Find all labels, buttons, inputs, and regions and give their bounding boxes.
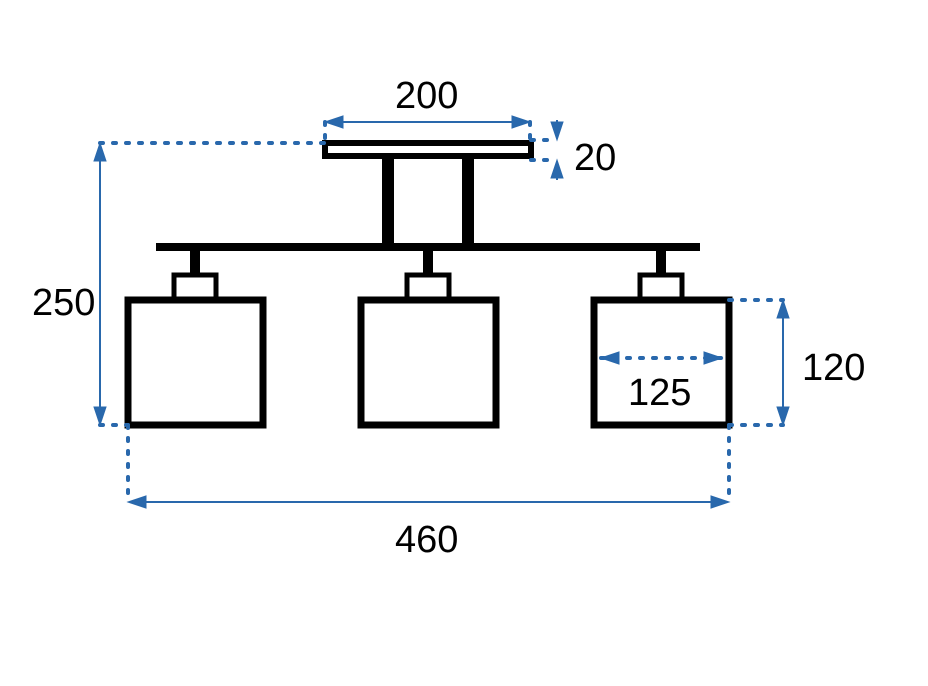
- drop-stem: [656, 251, 666, 275]
- dim-arrowhead: [704, 352, 722, 364]
- dim-label-20: 20: [574, 137, 616, 179]
- shade-cap: [640, 275, 682, 299]
- drop-stem: [423, 251, 433, 275]
- dim-arrowhead: [601, 352, 619, 364]
- dim-arrowhead: [512, 116, 530, 128]
- dim-label-250: 250: [32, 282, 95, 324]
- shade-cap: [174, 275, 216, 299]
- shade-cap: [407, 275, 449, 299]
- dim-arrowhead: [777, 407, 789, 425]
- dim-arrowhead: [128, 496, 146, 508]
- ceiling-plate: [325, 143, 531, 156]
- dim-arrowhead: [777, 300, 789, 318]
- dim-label-460: 460: [395, 519, 458, 561]
- dim-label-120: 120: [802, 347, 865, 389]
- stem: [462, 155, 474, 245]
- shade: [361, 300, 496, 425]
- dim-label-200: 200: [395, 75, 458, 117]
- dimension-diagram: 200 20 250 460 120 125: [0, 0, 928, 686]
- dim-arrowhead: [325, 116, 343, 128]
- dim-arrowhead: [94, 143, 106, 161]
- dim-arrowhead: [711, 496, 729, 508]
- dim-label-125: 125: [628, 372, 691, 414]
- dim-arrowhead: [551, 122, 563, 140]
- drop-stem: [190, 251, 200, 275]
- dim-arrowhead: [94, 407, 106, 425]
- shade: [128, 300, 263, 425]
- stem: [382, 155, 394, 245]
- dim-arrowhead: [551, 160, 563, 178]
